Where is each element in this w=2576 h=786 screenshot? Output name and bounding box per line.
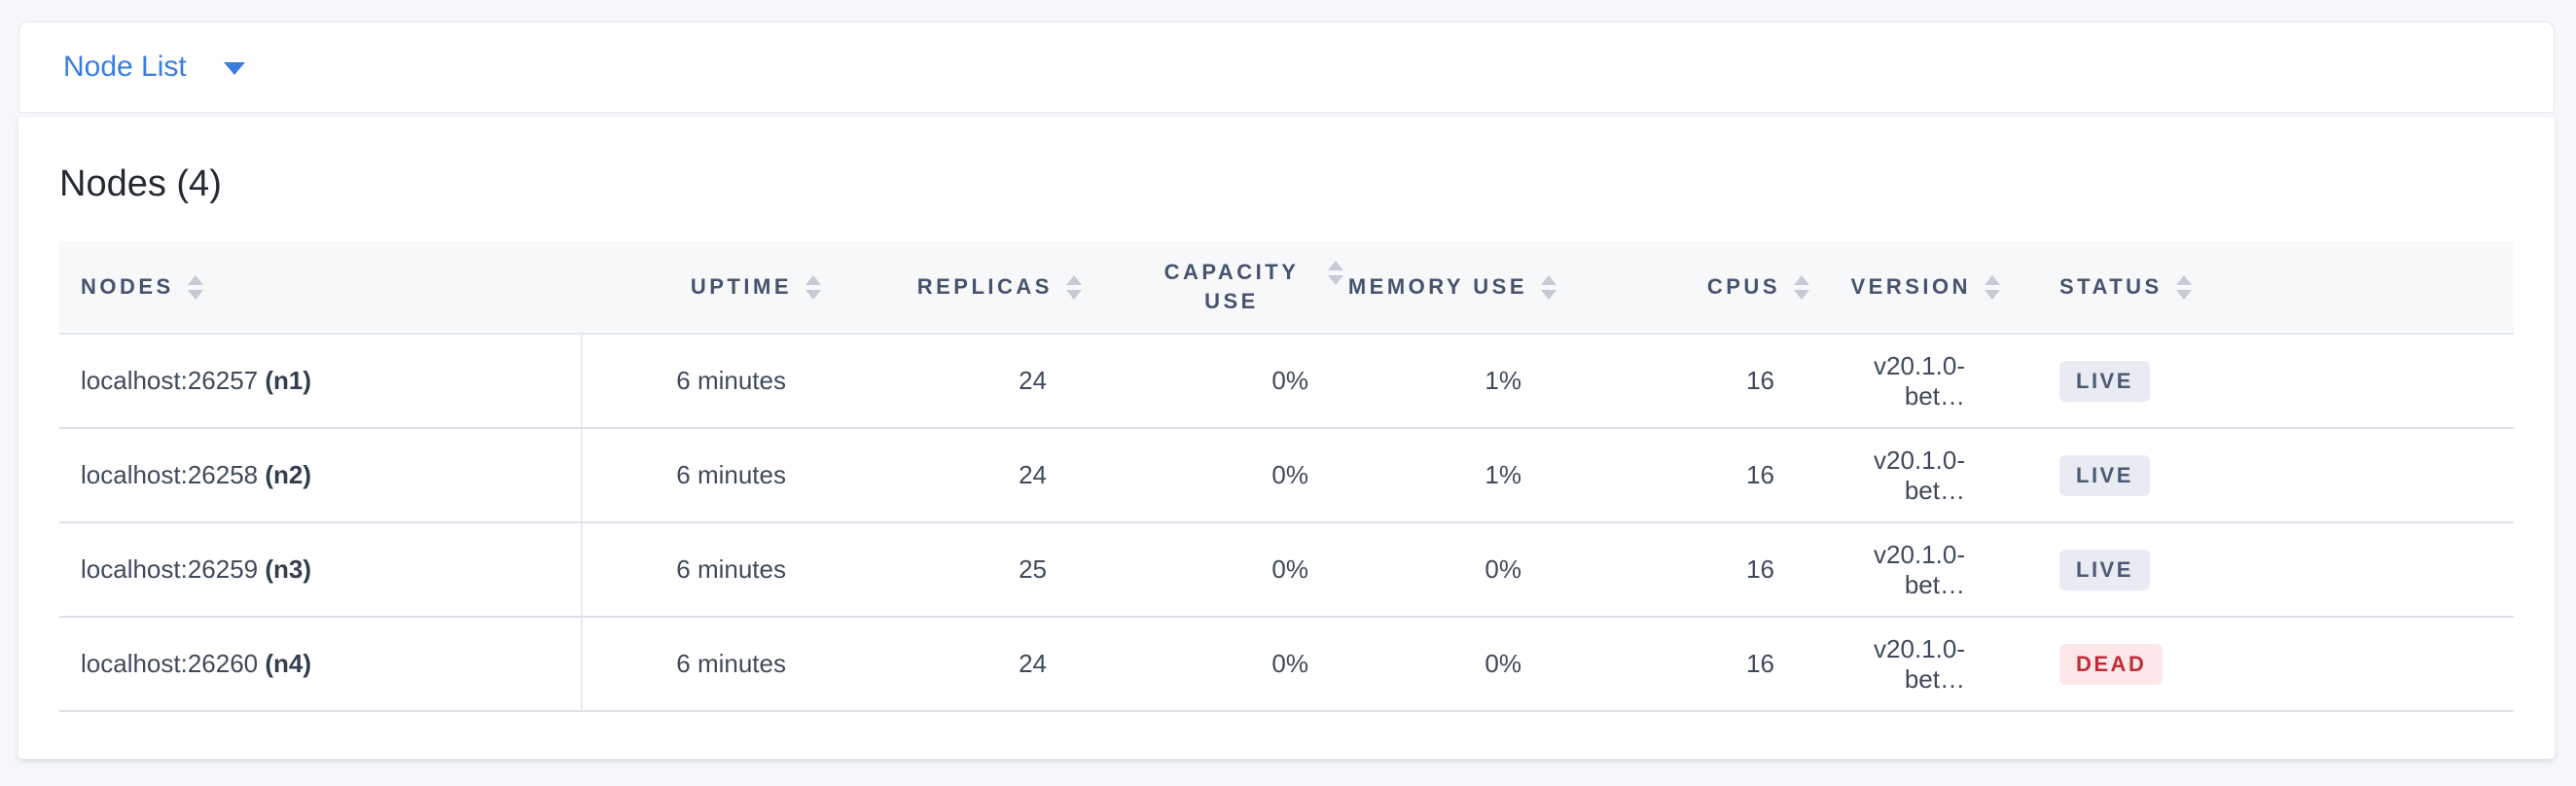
version-cell: v20.1.0-bet… bbox=[1813, 617, 2004, 712]
table-row[interactable]: localhost:26257 (n1) 6 minutes 24 0% 1% … bbox=[59, 334, 2514, 429]
status-cell: LIVE bbox=[2004, 334, 2514, 429]
node-id: (n2) bbox=[265, 460, 312, 489]
capacity-use-cell: 0% bbox=[1086, 522, 1347, 618]
column-header-capacity-use[interactable]: CAPACITY USE bbox=[1086, 241, 1347, 335]
replicas-cell: 24 bbox=[825, 428, 1086, 523]
memory-use-cell: 1% bbox=[1347, 428, 1560, 523]
sort-icon bbox=[1328, 261, 1343, 285]
node-address-cell: localhost:26258 (n2) bbox=[59, 428, 583, 523]
replicas-cell: 25 bbox=[825, 522, 1086, 618]
cpus-cell: 16 bbox=[1560, 428, 1813, 523]
caret-down-icon bbox=[223, 62, 245, 75]
page-title: Nodes (4) bbox=[59, 163, 222, 204]
status-badge: LIVE bbox=[2059, 360, 2150, 402]
sort-icon bbox=[1794, 274, 1809, 300]
version-cell: v20.1.0-bet… bbox=[1813, 334, 2004, 429]
column-header-label: MEMORY USE bbox=[1347, 274, 1527, 299]
column-header-uptime[interactable]: UPTIME bbox=[582, 241, 825, 335]
capacity-use-cell: 0% bbox=[1086, 428, 1347, 523]
nodes-card: Nodes (4) NODES UPTIM bbox=[18, 117, 2555, 759]
node-list-dropdown-label: Node List bbox=[63, 51, 187, 83]
column-header-label: CAPACITY USE bbox=[1163, 260, 1300, 313]
node-list-dropdown[interactable]: Node List bbox=[63, 51, 245, 84]
cpus-cell: 16 bbox=[1560, 334, 1813, 429]
column-header-label: VERSION bbox=[1850, 274, 1971, 299]
uptime-cell: 6 minutes bbox=[582, 617, 825, 712]
table-row[interactable]: localhost:26259 (n3) 6 minutes 25 0% 0% … bbox=[59, 522, 2514, 618]
sort-icon bbox=[1066, 274, 1082, 300]
version-cell: v20.1.0-bet… bbox=[1813, 428, 2004, 523]
table-row[interactable]: localhost:26258 (n2) 6 minutes 24 0% 1% … bbox=[59, 428, 2514, 523]
capacity-use-cell: 0% bbox=[1086, 334, 1347, 429]
column-header-label: NODES bbox=[81, 274, 174, 299]
column-header-version[interactable]: VERSION bbox=[1813, 241, 2004, 335]
node-address-cell: localhost:26257 (n1) bbox=[59, 334, 583, 429]
column-header-memory-use[interactable]: MEMORY USE bbox=[1347, 241, 1560, 335]
sort-icon bbox=[1985, 274, 2000, 300]
replicas-cell: 24 bbox=[825, 617, 1086, 712]
column-header-nodes[interactable]: NODES bbox=[59, 241, 582, 335]
column-header-label: STATUS bbox=[2059, 274, 2163, 299]
status-badge: LIVE bbox=[2059, 454, 2150, 496]
node-address-cell: localhost:26260 (n4) bbox=[59, 617, 583, 712]
node-address: localhost:26258 bbox=[81, 460, 259, 489]
sort-icon bbox=[2175, 274, 2192, 300]
memory-use-cell: 0% bbox=[1347, 617, 1560, 712]
node-id: (n3) bbox=[265, 554, 312, 584]
view-selector-bar: Node List bbox=[18, 21, 2555, 113]
nodes-table: NODES UPTIME REPLICAS bbox=[59, 241, 2514, 712]
uptime-cell: 6 minutes bbox=[582, 428, 825, 523]
node-address: localhost:26260 bbox=[81, 649, 259, 678]
status-badge: DEAD bbox=[2059, 643, 2164, 685]
status-badge: LIVE bbox=[2059, 549, 2150, 590]
node-address: localhost:26257 bbox=[81, 366, 259, 395]
uptime-cell: 6 minutes bbox=[582, 522, 825, 618]
column-header-label: REPLICAS bbox=[916, 274, 1053, 299]
uptime-cell: 6 minutes bbox=[582, 334, 825, 429]
column-header-label: CPUS bbox=[1706, 274, 1780, 299]
node-address-cell: localhost:26259 (n3) bbox=[59, 522, 583, 618]
cpus-cell: 16 bbox=[1560, 617, 1813, 712]
sort-icon bbox=[1541, 274, 1556, 300]
sort-icon bbox=[805, 274, 821, 300]
status-cell: LIVE bbox=[2004, 428, 2514, 523]
column-header-label: UPTIME bbox=[690, 274, 792, 299]
capacity-use-cell: 0% bbox=[1086, 617, 1347, 712]
version-cell: v20.1.0-bet… bbox=[1813, 522, 2004, 618]
node-id: (n4) bbox=[265, 649, 312, 678]
cpus-cell: 16 bbox=[1560, 522, 1813, 618]
column-header-replicas[interactable]: REPLICAS bbox=[825, 241, 1086, 335]
node-id: (n1) bbox=[265, 366, 312, 395]
replicas-cell: 24 bbox=[825, 334, 1086, 429]
column-header-cpus[interactable]: CPUS bbox=[1560, 241, 1813, 335]
status-cell: DEAD bbox=[2004, 617, 2514, 712]
table-header-row: NODES UPTIME REPLICAS bbox=[59, 241, 2514, 335]
column-header-status[interactable]: STATUS bbox=[2004, 241, 2514, 335]
node-address: localhost:26259 bbox=[81, 554, 259, 584]
memory-use-cell: 0% bbox=[1347, 522, 1560, 618]
sort-icon bbox=[187, 274, 203, 300]
status-cell: LIVE bbox=[2004, 522, 2514, 618]
memory-use-cell: 1% bbox=[1347, 334, 1560, 429]
table-row[interactable]: localhost:26260 (n4) 6 minutes 24 0% 0% … bbox=[59, 617, 2514, 712]
